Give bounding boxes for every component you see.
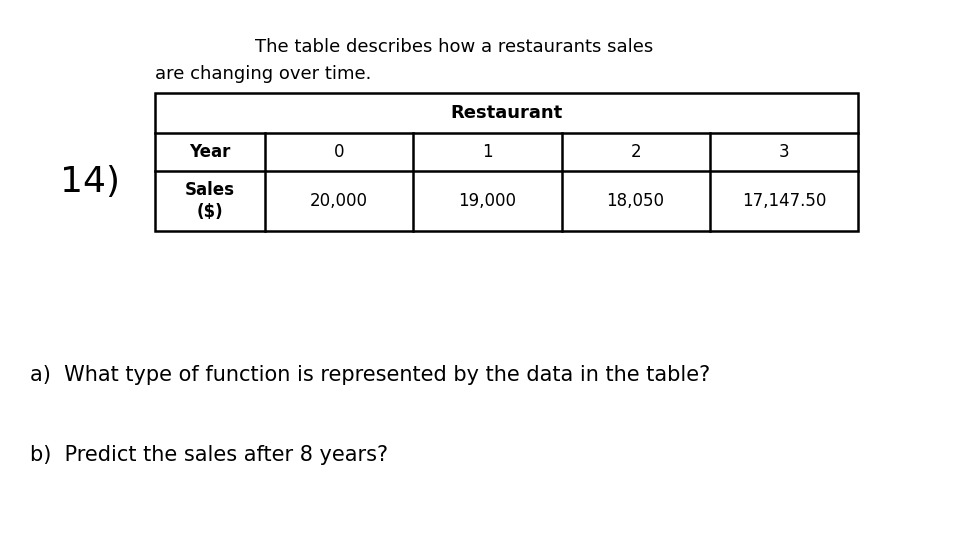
Text: 1: 1 <box>482 143 492 161</box>
Text: 17,147.50: 17,147.50 <box>742 192 826 210</box>
Text: 19,000: 19,000 <box>458 192 516 210</box>
Text: a)  What type of function is represented by the data in the table?: a) What type of function is represented … <box>30 365 710 385</box>
Text: Restaurant: Restaurant <box>450 104 563 122</box>
Text: 18,050: 18,050 <box>607 192 664 210</box>
Text: 2: 2 <box>631 143 641 161</box>
Text: 0: 0 <box>334 143 345 161</box>
Text: Year: Year <box>189 143 230 161</box>
Text: 3: 3 <box>779 143 789 161</box>
Text: Sales
($): Sales ($) <box>185 181 235 221</box>
Bar <box>155 93 858 231</box>
Text: 20,000: 20,000 <box>310 192 368 210</box>
Text: The table describes how a restaurants sales: The table describes how a restaurants sa… <box>255 38 653 56</box>
Text: b)  Predict the sales after 8 years?: b) Predict the sales after 8 years? <box>30 445 388 465</box>
Text: 14): 14) <box>60 165 120 199</box>
Text: are changing over time.: are changing over time. <box>155 65 372 83</box>
